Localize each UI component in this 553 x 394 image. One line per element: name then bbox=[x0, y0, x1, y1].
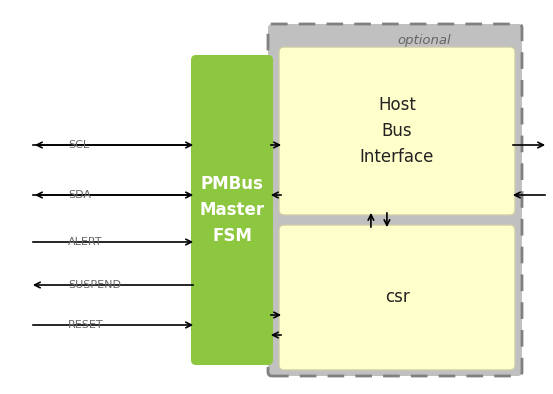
Text: SDA: SDA bbox=[68, 190, 91, 200]
Text: csr: csr bbox=[385, 288, 409, 307]
Text: PMBus
Master
FSM: PMBus Master FSM bbox=[200, 175, 264, 245]
Text: RESET: RESET bbox=[68, 320, 103, 330]
Text: Host
Bus
Interface: Host Bus Interface bbox=[360, 96, 434, 166]
FancyBboxPatch shape bbox=[279, 225, 515, 370]
Text: ALERT: ALERT bbox=[68, 237, 103, 247]
Text: SUSPEND: SUSPEND bbox=[68, 280, 121, 290]
Text: optional: optional bbox=[398, 33, 451, 46]
Text: SCL: SCL bbox=[68, 140, 89, 150]
FancyBboxPatch shape bbox=[268, 24, 522, 376]
FancyBboxPatch shape bbox=[191, 55, 273, 365]
FancyBboxPatch shape bbox=[279, 47, 515, 215]
